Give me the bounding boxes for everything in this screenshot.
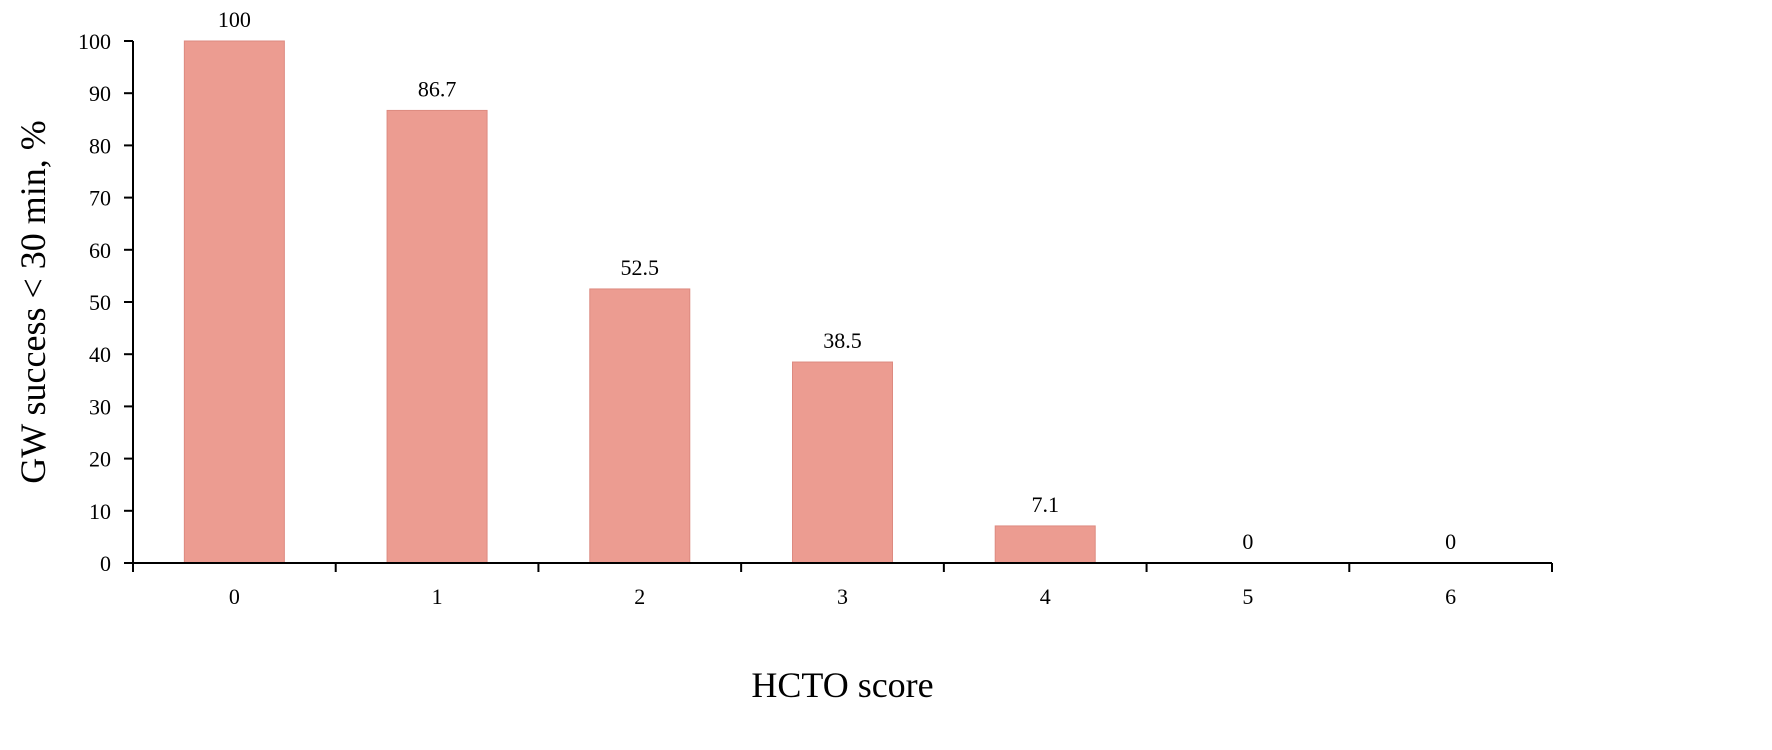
x-tick-label: 6 (1445, 584, 1456, 609)
bar (386, 109, 488, 564)
y-tick-label: 50 (89, 290, 111, 315)
bar (589, 288, 691, 564)
x-axis-ticks: 0 1 2 3 4 5 6 (132, 563, 1553, 609)
y-tick-label: 100 (78, 29, 111, 54)
x-tick-label: 1 (432, 584, 443, 609)
bar-value-label: 7.1 (1031, 492, 1059, 517)
bar (994, 525, 1096, 564)
y-axis-ticks: 0 10 20 30 40 50 60 70 80 90 100 (78, 29, 133, 576)
bar-value-label: 100 (218, 7, 251, 32)
bar (183, 40, 285, 564)
y-tick-label: 0 (100, 551, 111, 576)
bar-value-label: 0 (1445, 529, 1456, 554)
y-tick-label: 80 (89, 133, 111, 158)
y-axis-title: GW success < 30 min, % (13, 120, 53, 484)
x-tick-label: 3 (837, 584, 848, 609)
x-axis-title: HCTO score (751, 665, 933, 705)
bar-data-labels: 100 86.7 52.5 38.5 7.1 0 0 (218, 7, 1456, 554)
x-tick-label: 0 (229, 584, 240, 609)
y-tick-label: 10 (89, 499, 111, 524)
bar (792, 361, 893, 564)
x-tick-label: 5 (1242, 584, 1253, 609)
x-tick-label: 2 (634, 584, 645, 609)
y-tick-label: 20 (89, 447, 111, 472)
bar-series (183, 40, 1096, 564)
y-tick-label: 60 (89, 238, 111, 263)
y-tick-label: 30 (89, 394, 111, 419)
bar-value-label: 86.7 (418, 76, 457, 101)
x-tick-label: 4 (1040, 584, 1051, 609)
y-tick-label: 70 (89, 186, 111, 211)
bar-value-label: 0 (1242, 529, 1253, 554)
bar-value-label: 38.5 (823, 328, 862, 353)
bar-value-label: 52.5 (621, 255, 660, 280)
y-tick-label: 90 (89, 81, 111, 106)
y-tick-label: 40 (89, 342, 111, 367)
